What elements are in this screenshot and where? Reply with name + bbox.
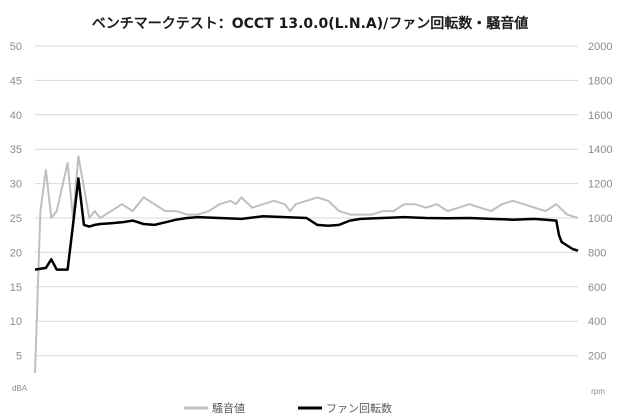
right-tick-label: 400 [588, 316, 606, 328]
right-tick-label: 800 [588, 247, 606, 259]
left-tick-label: 45 [10, 75, 22, 87]
right-axis-ticks: 200 400 600 800 1000 1200 1400 1600 1800 2000 [588, 41, 612, 363]
left-tick-label: 40 [10, 110, 22, 122]
left-axis-ticks: 5 10 15 20 25 30 35 40 45 50 [10, 41, 22, 363]
right-tick-label: 2000 [588, 41, 612, 53]
left-tick-label: 25 [10, 213, 22, 225]
legend-label-fan: ファン回転数 [326, 402, 392, 415]
right-tick-label: 1200 [588, 179, 612, 191]
left-tick-label: 5 [16, 351, 22, 363]
left-tick-label: 35 [10, 144, 22, 156]
left-tick-label: 30 [10, 179, 22, 191]
right-tick-label: 1600 [588, 110, 612, 122]
left-tick-label: 10 [10, 316, 22, 328]
chart-title: ベンチマークテスト：OCCT 13.0.0(L.N.A)/ファン回転数・騒音値 [92, 15, 529, 32]
series-lines [34, 155, 579, 373]
right-tick-label: 1400 [588, 144, 612, 156]
legend-label-noise: 騒音値 [212, 401, 245, 415]
left-tick-label: 20 [10, 247, 22, 259]
series-line-noise [34, 155, 579, 373]
right-axis-unit: rpm [591, 387, 605, 396]
left-tick-label: 15 [10, 282, 22, 294]
series-line-fan-speed [34, 177, 579, 271]
right-tick-label: 600 [588, 282, 606, 294]
right-tick-label: 200 [588, 351, 606, 363]
right-tick-label: 1000 [588, 213, 612, 225]
right-tick-label: 1800 [588, 75, 612, 87]
left-axis-unit: dBA [12, 384, 28, 393]
left-tick-label: 50 [10, 41, 22, 53]
legend: 騒音値 ファン回転数 [184, 401, 392, 415]
